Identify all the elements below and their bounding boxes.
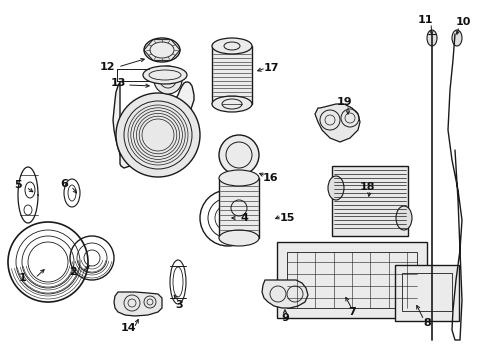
Text: 2: 2 [69,267,77,277]
Text: 11: 11 [416,15,432,25]
Ellipse shape [212,96,251,112]
Bar [394,265,458,321]
Bar [286,252,416,308]
Ellipse shape [327,176,343,200]
Ellipse shape [451,30,461,46]
Text: 13: 13 [110,78,125,88]
Text: 17: 17 [263,63,278,73]
Ellipse shape [219,170,259,186]
Bar [276,242,426,318]
Bar [331,166,407,236]
Ellipse shape [395,206,411,230]
Ellipse shape [143,38,180,62]
Ellipse shape [212,38,251,54]
Bar [212,46,251,104]
Ellipse shape [154,66,182,94]
Text: 18: 18 [359,182,374,192]
Text: 14: 14 [120,323,136,333]
Ellipse shape [219,135,259,175]
Polygon shape [314,104,359,142]
Ellipse shape [116,93,200,177]
Polygon shape [262,280,307,308]
Text: 16: 16 [263,173,278,183]
Ellipse shape [142,66,186,84]
Polygon shape [113,82,194,168]
Text: 6: 6 [60,179,68,189]
Text: 10: 10 [454,17,470,27]
Ellipse shape [426,30,436,46]
Text: 5: 5 [14,180,22,190]
Text: 7: 7 [347,307,355,317]
Text: 4: 4 [240,213,247,223]
Bar [401,273,451,311]
Text: 1: 1 [19,273,27,283]
Text: 8: 8 [422,318,430,328]
Polygon shape [114,292,162,316]
Text: 9: 9 [281,313,288,323]
Text: 19: 19 [337,97,352,107]
Text: 12: 12 [99,62,115,72]
Ellipse shape [219,230,259,246]
Bar [219,178,259,238]
Text: 3: 3 [175,300,183,310]
Text: 15: 15 [279,213,294,223]
